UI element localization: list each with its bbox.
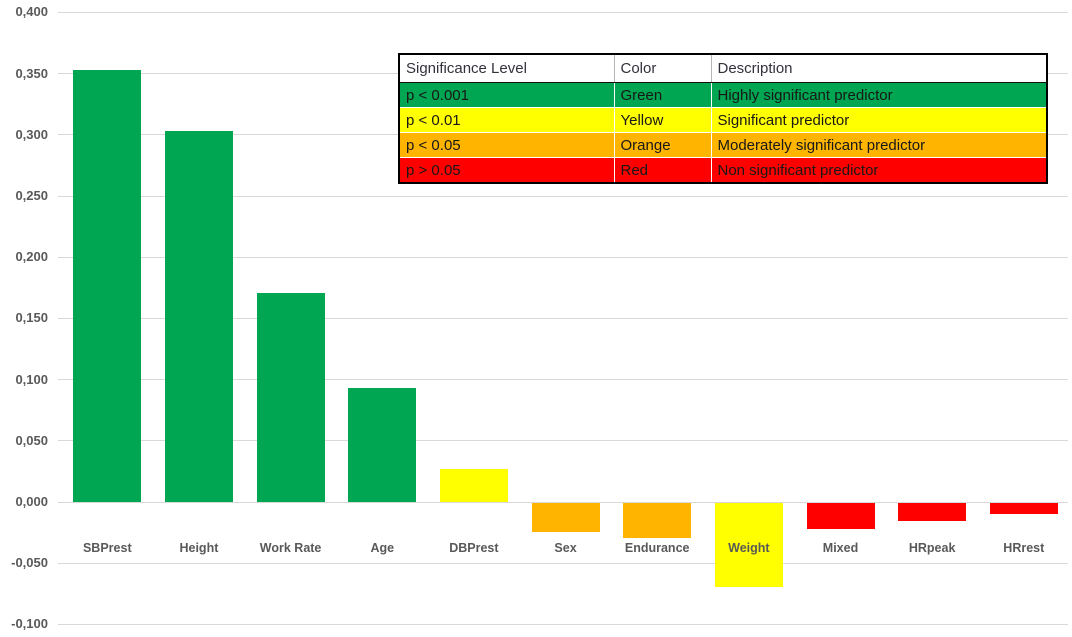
bar-mixed — [806, 503, 875, 529]
legend-cell-significance: p < 0.01 — [399, 107, 614, 133]
x-axis-label-dbprest: DBPrest — [449, 541, 499, 555]
bar-weight — [714, 503, 783, 588]
legend-cell-description: Highly significant predictor — [710, 82, 1047, 108]
gridline — [58, 195, 1068, 197]
legend-row-red: p > 0.05 Red Non significant predictor — [399, 157, 1047, 183]
legend-cell-color: Red — [613, 157, 711, 183]
gridline — [58, 440, 1068, 442]
legend-header-description: Description — [710, 54, 1047, 83]
x-axis-label-hrpeak: HRpeak — [908, 541, 956, 555]
legend-cell-significance: p > 0.05 — [399, 157, 614, 183]
legend-cell-description: Non significant predictor — [710, 157, 1047, 183]
x-axis-label-sex: Sex — [554, 541, 577, 555]
y-axis-tick-label: 0,350 — [15, 65, 48, 81]
gridline — [58, 501, 1068, 503]
legend-row-orange: p < 0.05 Orange Moderately significant pre… — [399, 132, 1047, 158]
y-axis-tick-label: -0,050 — [11, 555, 48, 571]
legend-row-yellow: p < 0.01 Yellow Significant predictor — [399, 107, 1047, 133]
legend-header-significance-level: Significance Level — [399, 54, 614, 83]
bar-sbprest — [73, 69, 142, 502]
y-axis-tick-label: 0,200 — [15, 249, 48, 265]
y-axis-tick-label: 0,150 — [15, 310, 48, 326]
legend-cell-color: Orange — [613, 132, 711, 158]
bar-sex — [531, 503, 600, 533]
bar-endurance — [623, 503, 692, 539]
bar-work-rate — [256, 292, 325, 502]
gridline — [58, 379, 1068, 381]
y-axis-tick-label: 0,100 — [15, 371, 48, 387]
x-axis-label-endurance: Endurance — [624, 541, 690, 555]
legend-cell-significance: p < 0.001 — [399, 82, 614, 108]
legend-row-green: p < 0.001 Green Highly significant predict… — [399, 82, 1047, 108]
legend-cell-description: Significant predictor — [710, 107, 1047, 133]
legend-header-color: Color — [613, 54, 711, 83]
legend-header-row: Significance Level Color Description — [399, 54, 1047, 83]
y-axis-tick-label: 0,400 — [15, 4, 48, 20]
y-axis-tick-label: 0,000 — [15, 494, 48, 509]
bar-hrpeak — [898, 503, 967, 522]
legend-cell-color: Green — [613, 82, 711, 108]
x-axis-label-work-rate: Work Rate — [259, 541, 322, 555]
legend-cell-description: Moderately significant predictor — [710, 132, 1047, 158]
y-axis-tick-label: 0,250 — [15, 188, 48, 203]
x-axis-label-age: Age — [370, 541, 395, 555]
bar-dbprest — [439, 468, 508, 502]
gridline — [58, 317, 1068, 319]
legend-cell-color: Yellow — [613, 107, 711, 133]
x-axis-label-hrrest: HRrest — [1003, 541, 1045, 555]
legend-table: Significance Level Color Description p <… — [398, 53, 1048, 184]
x-axis-label-weight: Weight — [728, 541, 770, 555]
gridline — [58, 623, 1068, 625]
gridline — [58, 256, 1068, 258]
legend-cell-significance: p < 0.05 — [399, 132, 614, 158]
y-axis-tick-label: -0,100 — [11, 616, 48, 632]
bar-age — [348, 388, 417, 502]
x-axis-label-sbprest: SBPrest — [82, 541, 132, 555]
gridline — [58, 11, 1068, 13]
bar-hrrest — [989, 503, 1058, 515]
x-axis-label-mixed: Mixed — [822, 541, 859, 555]
gridline — [58, 562, 1068, 564]
x-axis-label-height: Height — [179, 541, 219, 555]
bar-height — [164, 131, 233, 502]
y-axis-tick-label: 0,300 — [15, 126, 48, 142]
y-axis-tick-label: 0,050 — [15, 432, 48, 448]
significance-legend: Significance Level Color Description p <… — [398, 53, 1048, 184]
